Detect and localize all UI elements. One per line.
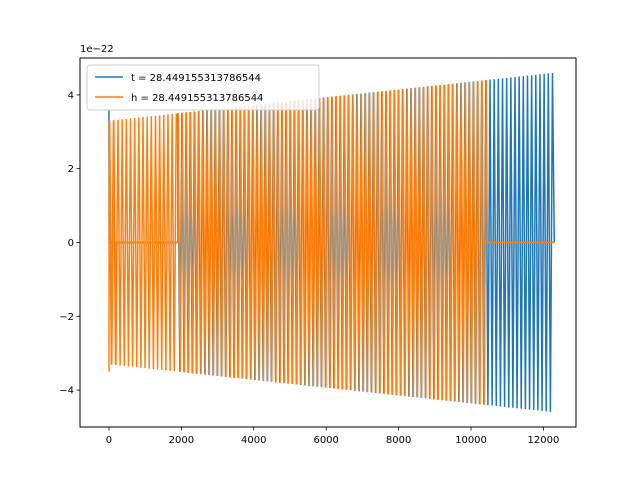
legend-label: h = 28.449155313786544 — [131, 93, 263, 104]
legend-box — [86, 64, 320, 111]
y-tick-label: 4 — [68, 90, 74, 101]
y-tick-label: 0 — [68, 238, 74, 249]
legend: t = 28.449155313786544 h = 28.44915531378… — [86, 64, 320, 111]
x-tick-label: 0 — [106, 435, 112, 446]
series-line — [108, 113, 178, 372]
y-tick-label: −2 — [59, 312, 74, 323]
series-layer — [108, 72, 556, 412]
y-offset-label: 1e−22 — [80, 44, 114, 55]
x-tick-label: 4000 — [241, 435, 266, 446]
y-axis: −4 −2 0 2 4 — [59, 90, 80, 397]
x-tick-label: 12000 — [528, 435, 560, 446]
x-axis: 0 2000 4000 6000 8000 10000 12000 — [106, 427, 560, 446]
x-tick-label: 8000 — [386, 435, 411, 446]
legend-label: t = 28.449155313786544 — [131, 73, 261, 84]
x-tick-label: 10000 — [455, 435, 487, 446]
y-tick-label: −4 — [59, 386, 74, 397]
x-tick-label: 6000 — [313, 435, 338, 446]
y-tick-label: 2 — [68, 164, 74, 175]
series-line — [108, 80, 555, 405]
x-tick-label: 2000 — [169, 435, 194, 446]
